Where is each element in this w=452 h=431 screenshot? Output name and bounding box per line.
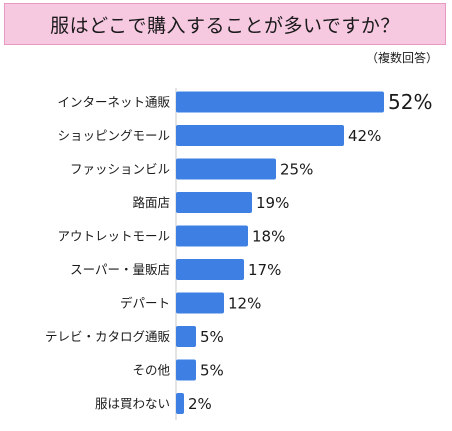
- category-label: 路面店: [132, 195, 170, 210]
- category-label: ファッションビル: [70, 162, 170, 177]
- bar: [176, 125, 344, 146]
- bar: [176, 91, 384, 113]
- bar: [176, 326, 196, 347]
- bar: [176, 192, 252, 213]
- value-label: 52%: [388, 90, 432, 114]
- category-label: スーパー・量販店: [70, 262, 170, 277]
- chart-title: 服はどこで購入することが多いですか？: [50, 14, 400, 37]
- value-label: 5%: [200, 362, 224, 380]
- value-label: 18%: [252, 228, 285, 246]
- value-label: 42%: [348, 127, 381, 145]
- value-label: 5%: [200, 328, 224, 346]
- category-label: デパート: [120, 296, 170, 311]
- bar: [176, 292, 224, 314]
- value-label: 12%: [228, 295, 261, 313]
- bar: [176, 259, 244, 280]
- category-label: その他: [132, 363, 170, 378]
- bar: [176, 158, 276, 180]
- category-label: テレビ・カタログ通販: [45, 329, 171, 344]
- value-label: 17%: [248, 261, 281, 279]
- value-label: 19%: [256, 194, 289, 212]
- category-label: 服は買わない: [95, 396, 170, 411]
- category-label: ショッピングモール: [57, 128, 170, 143]
- bar: [176, 393, 184, 414]
- value-label: 2%: [188, 395, 212, 413]
- bar: [176, 359, 196, 381]
- title-banner: 服はどこで購入することが多いですか？: [4, 3, 446, 45]
- chart-subtitle: （複数回答）: [365, 51, 438, 65]
- category-label: インターネット通販: [57, 95, 170, 110]
- category-label: アウトレットモール: [57, 229, 170, 244]
- bar: [176, 225, 248, 247]
- value-label: 25%: [280, 161, 313, 179]
